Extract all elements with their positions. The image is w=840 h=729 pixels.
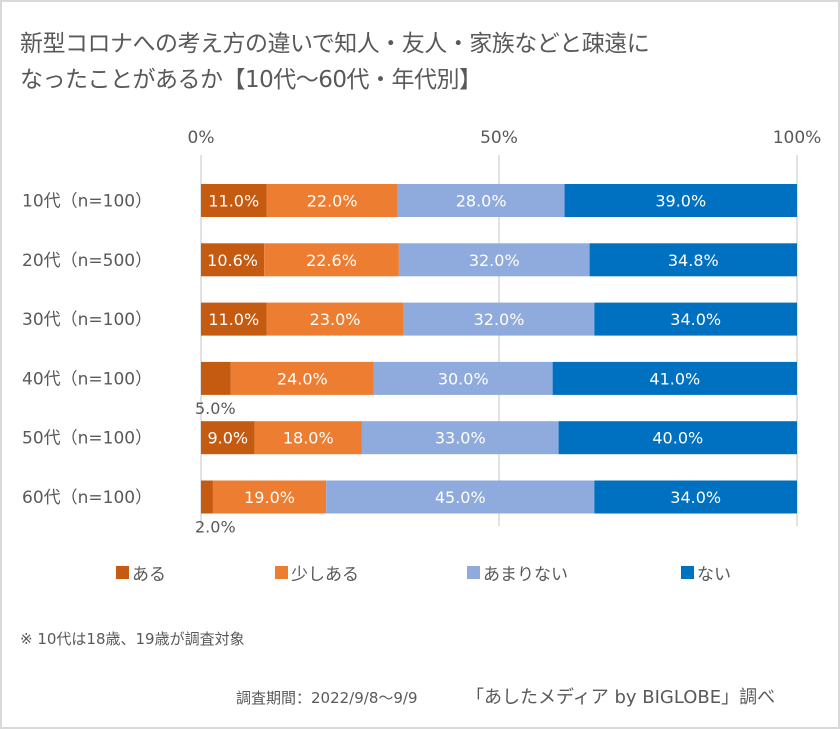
bar-segment (230, 361, 374, 395)
bar-segment (564, 184, 797, 217)
data-label: 45.0% (435, 488, 486, 507)
bar-segment (594, 480, 797, 514)
data-label: 22.0% (307, 192, 358, 211)
category-label: 50代（n=100） (22, 429, 152, 449)
data-label: 32.0% (474, 310, 525, 329)
bar-segment (403, 302, 595, 336)
data-label: 2.0% (195, 518, 236, 537)
legend-item-nai: ない (681, 560, 731, 585)
data-label: 34.0% (670, 488, 721, 507)
data-label: 30.0% (438, 369, 489, 388)
category-label: 30代（n=100） (22, 310, 152, 330)
legend-label: ない (697, 565, 731, 585)
data-label: 24.0% (277, 369, 328, 388)
legend-swatch-aru (116, 566, 129, 579)
chart-title-line-1: 新型コロナへの考え方の違いで知人・友人・家族などと疎遠に (20, 31, 650, 57)
x-tick-label: 0% (188, 128, 215, 148)
bar-segment (552, 361, 797, 395)
survey-period: 調査期間：2022/9/8～9/9 (236, 689, 418, 707)
legend-item-aru: ある (116, 560, 166, 585)
data-label: 18.0% (283, 429, 334, 448)
category-label: 60代（n=100） (22, 488, 152, 508)
bar-segment (373, 361, 553, 395)
bar-segment (326, 480, 595, 514)
legend-swatch-amari-nai (467, 566, 480, 579)
data-label: 34.0% (670, 310, 721, 329)
bar-segment (201, 361, 231, 395)
legend-label: 少しある (291, 565, 359, 585)
footnote: ※ 10代は18歳、19歳が調査対象 (20, 630, 245, 648)
data-label: 11.0% (208, 310, 259, 329)
category-label: 40代（n=100） (22, 369, 152, 389)
legend-item-amari-nai: あまりない (467, 560, 568, 585)
bar-segment (361, 421, 559, 455)
data-label: 23.0% (310, 310, 361, 329)
bar-segment (201, 302, 267, 336)
chart-title-line-2: なったことがあるか【10代～60代・年代別】 (20, 67, 482, 93)
data-label: 41.0% (649, 369, 700, 388)
legend-swatch-nai (681, 566, 694, 579)
data-labels: 11.0% 22.0% 28.0% 39.0% 10.6% 22.6% 32.0% 34.8%… (195, 192, 721, 537)
bar-segment (398, 243, 590, 277)
bar-segment (589, 243, 797, 277)
bar-segments (201, 184, 797, 514)
data-label: 39.0% (655, 192, 706, 211)
x-axis-ticks: 0% 50% 100% (188, 128, 822, 148)
bar-segment (558, 421, 797, 455)
legend-label: ある (132, 565, 166, 585)
bar-segment (594, 302, 797, 336)
category-label: 10代（n=100） (22, 192, 152, 212)
bar-segment (266, 184, 398, 217)
data-label: 5.0% (195, 399, 236, 418)
data-label: 33.0% (435, 429, 486, 448)
legend-item-sukoshi-aru: 少しある (275, 560, 359, 585)
legend: ある 少しある あまりない ない (0, 560, 840, 585)
category-labels: 10代（n=100） 20代（n=500） 30代（n=100） 40代（n=100）… (22, 192, 152, 509)
bar-segment (266, 302, 404, 336)
bar-segment (212, 480, 327, 514)
data-label: 32.0% (469, 251, 520, 270)
bar-segment (201, 421, 255, 455)
bar-segment (201, 184, 267, 217)
legend-label: あまりない (483, 565, 568, 585)
x-tick-label: 100% (773, 128, 822, 148)
data-label: 28.0% (456, 192, 507, 211)
legend-swatch-sukoshi-aru (275, 566, 288, 579)
bar-segment (264, 243, 399, 277)
bar-segment (254, 421, 362, 455)
data-label: 34.8% (668, 251, 719, 270)
source-credit: 「あしたメディア by BIGLOBE」調べ (466, 687, 776, 708)
data-label: 22.6% (306, 251, 357, 270)
data-label: 40.0% (652, 429, 703, 448)
bar-segment (201, 243, 265, 277)
bar-segment (201, 480, 213, 514)
data-label: 19.0% (244, 488, 295, 507)
bar-segment (397, 184, 565, 217)
data-label: 11.0% (208, 192, 259, 211)
category-label: 20代（n=500） (22, 251, 152, 271)
data-label: 10.6% (207, 251, 258, 270)
data-label: 9.0% (207, 429, 248, 448)
x-tick-label: 50% (480, 128, 518, 148)
chart-title: 新型コロナへの考え方の違いで知人・友人・家族などと疎遠に なったことがあるか【1… (20, 26, 820, 98)
